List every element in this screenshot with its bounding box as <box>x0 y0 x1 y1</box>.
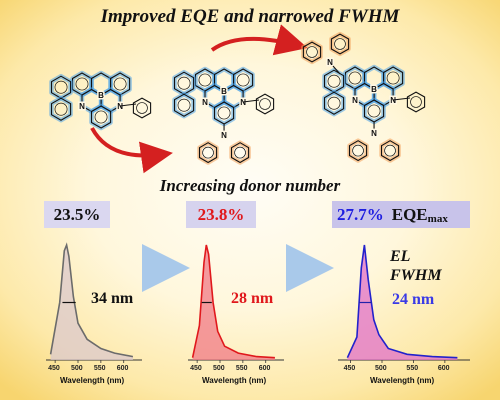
boron-atom: B <box>98 91 104 100</box>
fwhm-value-2: 28 nm <box>231 290 274 307</box>
carbazole-ring <box>50 97 72 121</box>
nitrogen-atom: N <box>79 102 85 111</box>
reaction-arrow-1 <box>90 127 173 174</box>
phenyl-ring <box>255 93 275 115</box>
phenyl-ring <box>302 41 322 63</box>
x-axis-label: Wavelength (nm) <box>60 376 125 385</box>
spectrum-line <box>191 244 275 359</box>
core-ring <box>363 99 385 123</box>
el-spectra <box>46 242 470 363</box>
phenyl-ring <box>198 142 218 164</box>
spectrum-panel-2 <box>188 244 284 363</box>
eqe-badge-1: 23.5% <box>44 201 110 228</box>
molecule-1: BNN <box>49 70 152 131</box>
phenyl-ring <box>230 142 250 164</box>
x-tick-label: 500 <box>213 365 225 372</box>
eqe-value-3: 27.7% <box>337 205 384 224</box>
x-axis-label: Wavelength (nm) <box>202 376 267 385</box>
fwhm-value-1: 34 nm <box>91 290 134 307</box>
spectrum-fill <box>192 245 275 360</box>
x-tick-label: 600 <box>437 365 450 372</box>
x-tick-label: 450 <box>190 365 202 372</box>
nitrogen-atom: N <box>202 98 208 107</box>
x-axis-label: Wavelength (nm) <box>370 376 435 385</box>
carbazole-ring <box>323 91 345 115</box>
eqe-max-label: EQEmax <box>391 205 448 225</box>
x-tick-label: 550 <box>235 365 248 372</box>
x-tick-label: 600 <box>258 365 271 372</box>
fwhm-value-3: 24 nm <box>392 291 435 308</box>
nitrogen-atom: N <box>371 129 377 138</box>
phenyl-ring <box>330 33 350 55</box>
phenyl-ring <box>348 140 368 162</box>
eqe-badge-2: 23.8% <box>186 201 256 228</box>
phenyl-ring <box>132 97 152 119</box>
nitrogen-atom: N <box>327 58 333 67</box>
x-tick-label: 600 <box>116 365 129 372</box>
x-tick-label: 500 <box>375 365 387 372</box>
spectrum-panel-1 <box>46 242 142 363</box>
carbazole-ring <box>173 71 195 95</box>
spectrum-line <box>346 244 458 359</box>
eqe-badge-3: 27.7% EQEmax <box>332 201 470 228</box>
spectrum-line <box>49 242 134 358</box>
fwhm-label: FWHM <box>390 267 442 284</box>
x-tick-label: 550 <box>406 365 419 372</box>
el-label: EL <box>390 248 411 265</box>
boron-atom: B <box>221 87 227 96</box>
boron-atom: B <box>371 85 377 94</box>
x-tick-label: 450 <box>343 365 356 372</box>
nitrogen-atom: N <box>352 96 358 105</box>
spectrum-fill <box>50 245 133 360</box>
x-tick-label: 550 <box>93 365 106 372</box>
figure-title: Improved EQE and narrowed FWHM <box>100 6 400 27</box>
spectrum-fill <box>347 245 458 360</box>
reaction-arrow-2 <box>210 24 308 56</box>
donor-caption: Increasing donor number <box>159 176 341 195</box>
core-ring <box>90 105 112 129</box>
phenyl-ring <box>406 91 426 113</box>
carbazole-ring <box>323 69 345 93</box>
core-ring <box>213 101 235 125</box>
x-tick-label: 500 <box>71 365 83 372</box>
carbazole-ring <box>173 93 195 117</box>
phenyl-ring <box>380 140 400 162</box>
carbazole-ring <box>50 75 72 99</box>
nitrogen-atom: N <box>221 131 227 140</box>
x-tick-label: 450 <box>48 365 60 372</box>
spectrum-panel-3 <box>338 244 470 363</box>
